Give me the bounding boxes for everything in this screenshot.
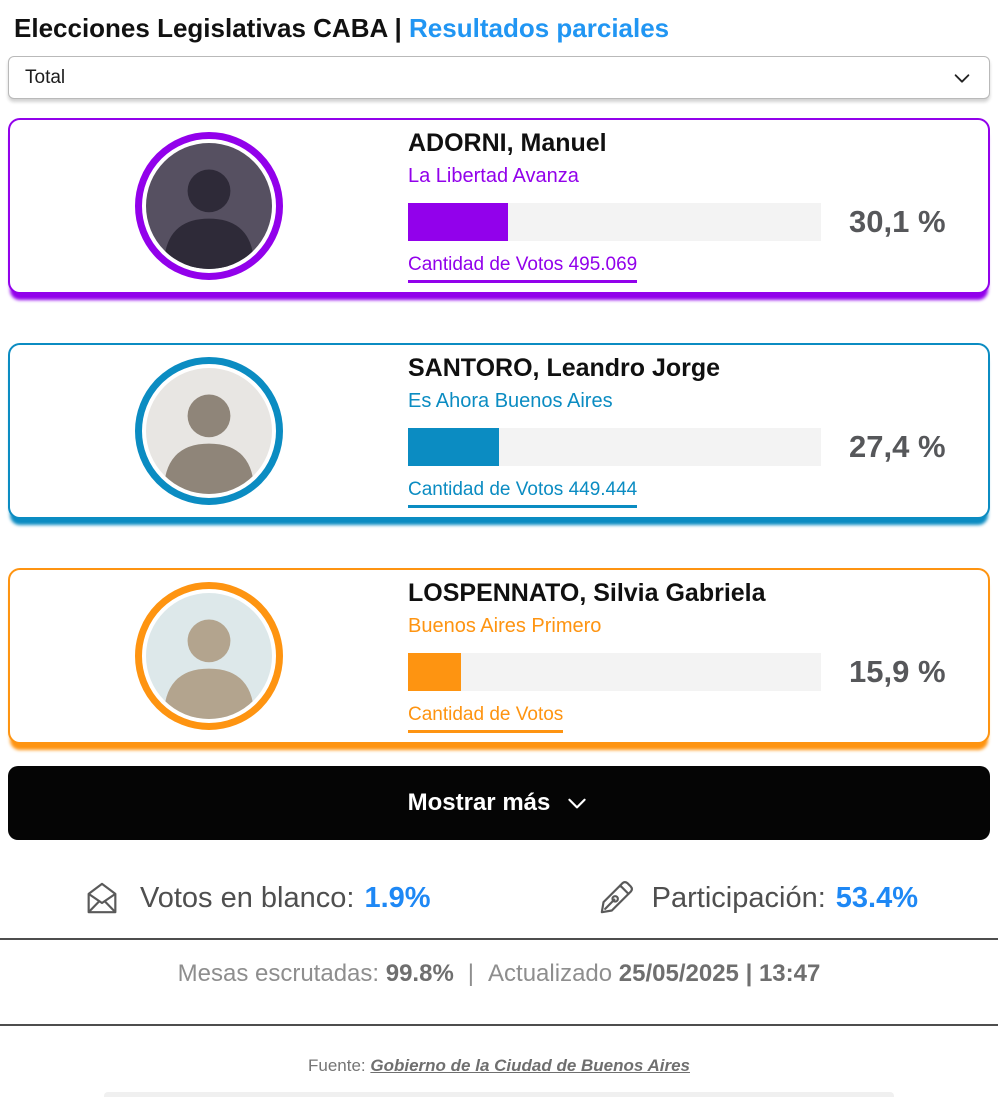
candidate-card: SANTORO, Leandro Jorge Es Ahora Buenos A… — [8, 343, 990, 519]
candidates-list: ADORNI, Manuel La Libertad Avanza 30,1 %… — [0, 118, 998, 744]
result-bar-row: 27,4 % — [408, 428, 952, 466]
candidate-name: SANTORO, Leandro Jorge — [408, 354, 721, 382]
page-title: Elecciones Legislativas CABA | Resultado… — [14, 12, 984, 44]
district-select[interactable]: Total — [8, 56, 990, 99]
avatar — [146, 368, 272, 494]
source-row: Fuente: Gobierno de la Ciudad de Buenos … — [0, 1026, 998, 1076]
candidate-info: ADORNI, Manuel La Libertad Avanza 30,1 %… — [408, 129, 988, 283]
stats-row: Votos en blanco: 1.9% Participación: 53.… — [0, 878, 998, 918]
percent-value: 27,4 % — [849, 429, 946, 464]
meta-separator: | — [467, 960, 475, 987]
chevron-down-icon — [951, 67, 973, 89]
meta-row: Mesas escrutadas: 99.8% | Actualizado 25/0… — [0, 940, 998, 1004]
result-bar-row: 15,9 % — [408, 653, 952, 691]
next-section-edge — [104, 1092, 894, 1097]
show-more-button[interactable]: Mostrar más — [8, 766, 990, 840]
avatar — [146, 593, 272, 719]
candidate-info: SANTORO, Leandro Jorge Es Ahora Buenos A… — [408, 354, 988, 508]
avatar — [146, 143, 272, 269]
person-icon — [146, 593, 272, 719]
candidate-party: La Libertad Avanza — [408, 165, 579, 187]
blank-votes-stat: Votos en blanco: 1.9% — [80, 878, 431, 918]
show-more-label: Mostrar más — [407, 789, 551, 816]
candidate-info: LOSPENNATO, Silvia Gabriela Buenos Aires… — [408, 579, 988, 733]
tables-label: Mesas escrutadas: — [177, 960, 380, 987]
divider — [0, 938, 998, 940]
participation-stat: Participación: 53.4% — [596, 878, 918, 918]
participation-label: Participación: — [651, 881, 826, 914]
percent-value: 15,9 % — [849, 654, 946, 689]
votes-count-link[interactable]: Cantidad de Votos 495.069 — [408, 254, 638, 283]
candidate-name: ADORNI, Manuel — [408, 129, 607, 157]
candidate-name: LOSPENNATO, Silvia Gabriela — [408, 579, 766, 607]
title-separator: | — [387, 13, 410, 43]
candidate-avatar-zone — [10, 582, 408, 730]
candidate-party: Buenos Aires Primero — [408, 615, 602, 637]
result-bar-row: 30,1 % — [408, 203, 952, 241]
envelope-icon — [80, 878, 124, 918]
title-subtitle: Resultados parciales — [409, 13, 670, 43]
result-bar-track — [408, 653, 821, 691]
candidate-avatar-ring — [135, 132, 283, 280]
candidate-avatar-ring — [135, 582, 283, 730]
candidate-card: ADORNI, Manuel La Libertad Avanza 30,1 %… — [8, 118, 990, 294]
person-icon — [146, 143, 272, 269]
candidate-avatar-zone — [10, 357, 408, 505]
pen-icon — [596, 878, 636, 918]
result-bar-fill — [408, 203, 508, 241]
updated-value: 25/05/2025 | 13:47 — [618, 960, 821, 987]
participation-value: 53.4% — [835, 881, 918, 914]
blank-votes-value: 1.9% — [364, 881, 431, 914]
candidate-party: Es Ahora Buenos Aires — [408, 390, 613, 412]
votes-count-link[interactable]: Cantidad de Votos — [408, 704, 564, 733]
candidate-avatar-zone — [10, 132, 408, 280]
title-main: Elecciones Legislativas CABA — [14, 13, 388, 43]
candidate-avatar-ring — [135, 357, 283, 505]
percent-value: 30,1 % — [849, 204, 946, 239]
result-bar-fill — [408, 653, 461, 691]
tables-value: 99.8% — [385, 960, 454, 987]
source-link[interactable]: Gobierno de la Ciudad de Buenos Aires — [370, 1056, 690, 1075]
votes-count-link[interactable]: Cantidad de Votos 449.444 — [408, 479, 638, 508]
blank-votes-label: Votos en blanco: — [140, 881, 355, 914]
source-label: Fuente: — [308, 1056, 366, 1075]
district-select-value: Total — [25, 66, 66, 88]
result-bar-track — [408, 203, 821, 241]
result-bar-fill — [408, 428, 499, 466]
person-icon — [146, 368, 272, 494]
result-bar-track — [408, 428, 821, 466]
updated-label: Actualizado — [488, 960, 613, 987]
chevron-down-icon — [564, 790, 590, 816]
candidate-card: LOSPENNATO, Silvia Gabriela Buenos Aires… — [8, 568, 990, 744]
